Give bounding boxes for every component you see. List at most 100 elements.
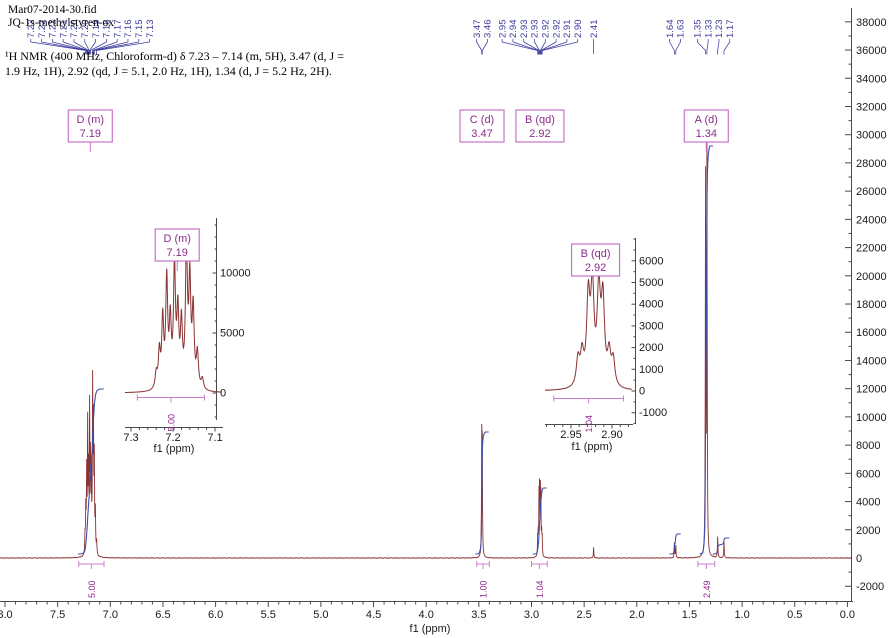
inset-x-tick-label: 7.1 [207,432,222,444]
y-axis-tick-label: 16000 [856,327,887,339]
y-axis-tick-label: 20000 [856,271,887,283]
assignment-box-B[interactable] [570,243,621,277]
peak-shift-label[interactable]: 7.19 [91,20,102,39]
y-axis-tick-label: 14000 [856,355,887,367]
x-axis-tick-label: 0.5 [787,609,802,621]
spectrum-title[interactable]: Mar07-2014-30.fid JQ-1s-methylstyren-ox [8,4,114,30]
peak-shift-label[interactable]: 2.41 [589,20,600,39]
integral-value[interactable]: 1.00 [479,580,489,598]
x-axis-tick-label: 0.0 [840,609,855,621]
x-axis-tick-label: 4.5 [366,609,381,621]
peak-label-pointer [534,41,540,51]
assignment-box-A[interactable] [683,109,729,143]
peak-shift-label[interactable]: 2.93 [519,20,530,39]
peak-label-pointer [502,41,538,51]
peak-shift-label[interactable]: 3.47 [472,20,483,39]
y-axis-tick-label: 26000 [856,186,887,198]
peak-shift-label[interactable]: 2.92 [541,20,552,39]
integral-value[interactable]: 5.00 [87,580,97,598]
x-axis-tick-label: 3.0 [524,609,539,621]
peak-label-pointer [717,41,720,51]
inset-y-tick-label: 5000 [220,328,244,340]
inset-qd-expansion: -1000 0 1000 2000 3000 4000 5000 6000 2.95 2.90f1… [544,238,667,453]
peak-shift-label[interactable]: 7.16 [123,20,134,39]
peak-shift-label[interactable]: 7.17 [112,20,123,39]
peak-shift-label[interactable]: 1.17 [725,20,736,39]
peak-label-pointer [669,41,675,51]
assignment-label: D (m) [77,114,105,126]
peak-shift-label[interactable]: 7.22 [48,20,59,39]
peak-shift-label[interactable]: 2.90 [573,20,584,39]
assignment-layer: D (m) 7.19 C (d) 3.47 B (qd) 2.92 A (d) 1.34 [67,109,729,152]
assignment-box-B[interactable] [515,109,565,143]
spectrum-title-sample[interactable]: JQ-1s-methylstyren-ox [8,17,115,29]
assignment-label: D (m) [163,233,191,245]
peak-shift-label[interactable]: 2.92 [551,20,562,39]
y-axis-tick-label: 38000 [856,17,887,29]
peak-label-pointer [63,41,88,51]
inset-spectrum-trace[interactable] [544,268,633,391]
peak-label-pointer [90,41,107,51]
assignment-box-D[interactable] [154,228,200,262]
peak-shift-label[interactable]: 3.46 [483,20,494,39]
inset-y-tick-label: -1000 [639,407,667,419]
peak-label-pointer [706,41,709,51]
peak-shift-label[interactable]: 2.91 [562,20,573,39]
assignment-box-D[interactable] [67,109,113,143]
assignment-box-C[interactable] [459,109,505,143]
spectrum-trace[interactable] [0,134,853,560]
peak-shift-label[interactable]: 2.95 [497,20,508,39]
integral-value[interactable]: 1.04 [584,415,594,433]
x-axis-tick-label: 8.0 [0,609,13,621]
x-axis-tick-label: 6.5 [155,609,170,621]
y-axis-tick-label: 8000 [856,440,880,452]
peak-shift-label[interactable]: 7.20 [80,20,91,39]
peak-label-pointer [96,41,150,51]
integral-curve [475,431,489,555]
peak-shift-label[interactable]: 7.23 [26,20,37,39]
integral-value[interactable]: 5.00 [166,414,176,432]
peak-label-pointer [94,41,139,51]
inset-x-tick-label: 7.3 [123,432,138,444]
peak-shift-label[interactable]: 1.33 [703,20,714,39]
peak-shift-label[interactable]: 7.18 [102,20,113,39]
peak-shift-label[interactable]: 7.22 [37,20,48,39]
peak-shift-label[interactable]: 1.63 [676,20,687,39]
peak-shift-label[interactable]: 1.35 [693,20,704,39]
y-axis-tick-label: 4000 [856,497,880,509]
peak-shift-label[interactable]: 7.20 [69,20,80,39]
y-axis-tick-label: 0 [856,553,862,565]
x-axis-tick-label: 1.0 [734,609,749,621]
inset-y-tick-label: 4000 [639,299,663,311]
peak-shift-label[interactable]: 7.13 [145,20,156,39]
peak-shift-label[interactable]: 1.64 [665,20,676,39]
peak-shift-label[interactable]: 7.21 [58,20,69,39]
y-axis-tick-label: 22000 [856,243,887,255]
assignment-shift: 2.92 [585,262,606,274]
y-axis-tick-label: 10000 [856,412,887,424]
integral-value[interactable]: 1.04 [535,580,545,598]
peak-shift-label[interactable]: 2.93 [530,20,541,39]
assignment-shift: 7.19 [80,128,101,140]
x-axis-tick-label: 3.5 [471,609,486,621]
assignment-shift: 1.34 [696,128,717,140]
peak-label-pointer [481,41,488,51]
inset-x-tick-label: 2.90 [601,429,622,441]
inset-x-tick-label: 7.2 [165,432,180,444]
y-axis-tick-label: 18000 [856,299,887,311]
annotation-line-2: 1.9 Hz, 1H), 2.92 (qd, J = 5.1, 2.0 Hz, … [5,64,332,78]
integral-curve [699,145,713,555]
x-axis-tick-label: 5.0 [313,609,328,621]
integral-value[interactable]: 2.49 [702,580,712,598]
peak-shift-label[interactable]: 2.94 [508,20,519,39]
peak-label-pointer [73,41,89,51]
nmr-assignment-annotation[interactable]: ¹H NMR (400 MHz, Chloroform-d) δ 7.23 – … [5,49,344,79]
x-axis-tick-label: 2.0 [629,609,644,621]
spectrum-title-filename[interactable]: Mar07-2014-30.fid [8,4,97,16]
x-axis-tick-label: 1.5 [682,609,697,621]
peak-shift-label[interactable]: 1.23 [714,20,725,39]
peak-shift-label[interactable]: 7.15 [134,20,145,39]
